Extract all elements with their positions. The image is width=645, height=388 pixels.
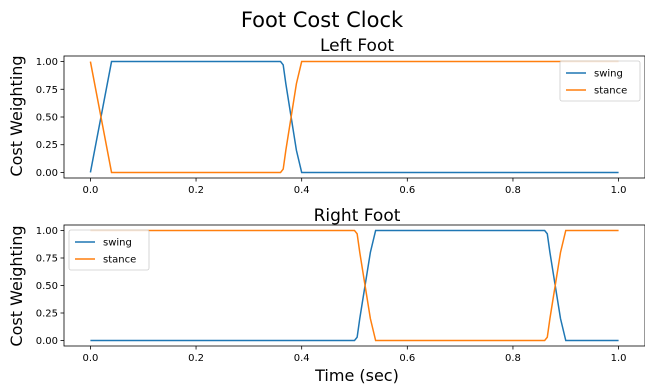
left-foot-frame — [63, 55, 645, 179]
left-foot-xtick-label: 0.6 — [399, 185, 415, 196]
right-foot-ylabel: Cost Weighting — [7, 225, 26, 346]
right-foot-xtick-label: 0.8 — [505, 353, 521, 364]
right-foot-xtick-label: 1.0 — [611, 353, 627, 364]
left-foot-xtick-label: 0.0 — [82, 185, 98, 196]
right-foot-ytick-label: 0.75 — [36, 254, 58, 265]
right-foot-ytick-label: 1.00 — [36, 226, 58, 237]
right-foot-axes: 0.0 0.2 0.4 0.6 0.8 1.0 0.00 0.25 0.50 0.75 1.00 sw… — [36, 224, 645, 364]
right-foot-title: Right Foot — [314, 206, 401, 226]
left-foot-xtick-label: 0.4 — [294, 185, 310, 196]
right-foot-legend-swing-label: swing — [103, 238, 132, 249]
left-foot-xtick-label: 0.8 — [505, 185, 521, 196]
right-foot-ytick-label: 0.50 — [36, 281, 58, 292]
left-foot-title: Left Foot — [320, 36, 394, 56]
right-foot-legend-stance-label: stance — [103, 255, 136, 266]
left-foot-ytick-label: 0.25 — [36, 140, 58, 151]
right-foot-stance-line — [90, 229, 619, 342]
right-foot-legend-box — [68, 229, 150, 271]
left-foot-stance-line — [89, 60, 619, 174]
left-foot-xtick-label: 0.2 — [188, 185, 204, 196]
right-foot-xtick-label: 0.6 — [399, 353, 415, 364]
left-foot-legend-box — [559, 60, 641, 102]
left-foot-ytick-label: 0.00 — [36, 168, 58, 179]
right-foot-frame — [63, 224, 645, 347]
left-foot-ytick-label: 1.00 — [36, 57, 58, 68]
left-foot-ytick-label: 0.75 — [36, 85, 58, 96]
right-foot-xtick-label: 0.4 — [294, 353, 310, 364]
right-foot-panel: Right Foot Cost Weighting Time (sec) 0.0… — [7, 206, 645, 385]
left-foot-legend-stance-label: stance — [594, 86, 627, 97]
right-foot-xtick-label: 0.2 — [188, 353, 204, 364]
right-foot-ytick-label: 0.00 — [36, 336, 58, 347]
left-foot-xtick-label: 1.0 — [611, 185, 627, 196]
figure-suptitle: Foot Cost Clock — [241, 8, 404, 32]
left-foot-swing-line — [89, 60, 619, 174]
left-foot-axes: 0.0 0.2 0.4 0.6 0.8 1.0 0.00 0.25 0.50 0.75 1.00 sw… — [36, 55, 645, 196]
right-foot-xlabel: Time (sec) — [314, 366, 399, 385]
left-foot-ytick-label: 0.50 — [36, 113, 58, 124]
right-foot-legend: swing stance — [68, 229, 150, 271]
right-foot-xtick-label: 0.0 — [82, 353, 98, 364]
left-foot-legend: swing stance — [559, 60, 641, 102]
right-foot-swing-line — [90, 229, 619, 342]
right-foot-ytick-label: 0.25 — [36, 309, 58, 320]
left-foot-ylabel: Cost Weighting — [7, 55, 26, 176]
left-foot-panel: Left Foot Cost Weighting 0.0 0.2 0.4 0.6 0.8… — [7, 36, 645, 196]
left-foot-legend-swing-label: swing — [594, 69, 623, 80]
